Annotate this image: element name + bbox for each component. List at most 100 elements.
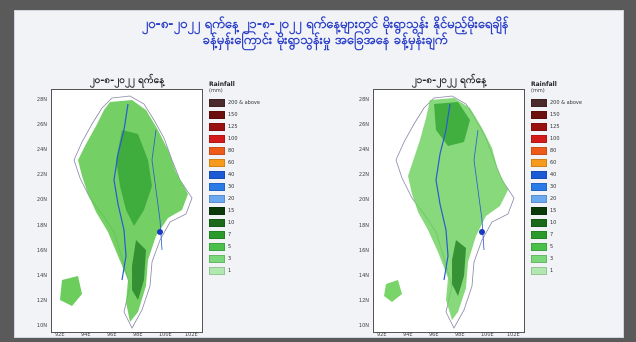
river-main [435,103,451,281]
legend-title: Rainfall [209,81,235,88]
x-tick-label: 92E [55,332,65,338]
y-tick-label: 24N [36,147,47,154]
x-tick-label: 96E [429,332,439,338]
legend-label: 15 [550,207,557,214]
legend-label: 40 [550,171,557,178]
legend-label: 15 [228,207,235,214]
country-outline [73,95,193,329]
legend-item: 1 [531,265,623,276]
legend-item: 60 [209,157,301,168]
rain-area-south [452,240,466,296]
x-tick-label: 98E [133,332,143,338]
slide: ၂၀-၈-၂၀၂၂ ရက်နေ့ ၂၁-၈-၂၀၂၂ ရက်နေ့များတွင… [14,10,624,338]
legend-item: 200 & above [209,97,301,108]
legend-label: 80 [228,147,235,154]
x-axis-ticks-day1: 92E 94E 96E 98E 100E 102E [51,332,201,338]
y-tick-label: 22N [36,172,47,179]
legend-label: 5 [550,243,554,250]
rain-area-south [132,240,146,300]
legend-label: 30 [550,183,557,190]
legend-item: 40 [531,169,623,180]
legend-swatch [531,122,547,131]
legend-swatch [531,194,547,203]
legend-label: 7 [228,231,232,238]
legend-label: 200 & above [228,99,260,106]
legend-swatch [531,242,547,251]
forecast-title: ၂၀-၈-၂၀၂၂ ရက်နေ့ ၂၁-၈-၂၀၂၂ ရက်နေ့များတွင… [141,17,509,48]
legend-item: 80 [531,145,623,156]
legend-label: 125 [228,123,238,130]
legend-item: 10 [531,217,623,228]
y-tick-label: 10N [36,323,47,329]
legend-item: 40 [209,169,301,180]
y-tick-label: 24N [358,147,369,154]
y-tick-label: 22N [358,172,369,179]
y-tick-label: 28N [358,97,369,103]
legend-item: 15 [209,205,301,216]
legend-swatch [531,170,547,179]
legend-label: 1 [228,267,232,274]
forecast-panel-day2: ၂၁-၈-၂၀၂၂ ရက်နေ့ 28N 26N 24N 22N 20N 18N 16N 14… [355,73,623,338]
y-tick-label: 26N [36,122,47,129]
x-tick-label: 96E [107,332,117,338]
legend-swatch [531,158,547,167]
panel-title-day1: ၂၀-၈-၂၀၂၂ ရက်နေ့ [89,75,165,86]
legend-label: 100 [228,135,238,142]
legend-item: 100 [209,133,301,144]
legend-swatch [209,170,225,179]
legend-swatch [209,134,225,143]
legend-swatch [531,146,547,155]
legend-swatch [531,98,547,107]
y-axis-ticks-day1: 28N 26N 24N 22N 20N 18N 16N 14N 12N 10N [33,89,49,331]
y-tick-label: 28N [36,97,47,103]
legend-label: 20 [228,195,235,202]
legend-label: 3 [550,255,554,262]
rainfall-legend-day2: Rainfall (mm) 200 & above 150 125 100 80 60 40… [531,81,623,277]
rainfall-legend-day1: Rainfall (mm) 200 & above 150 125 100 80 60 40… [209,81,301,277]
legend-swatch [531,218,547,227]
x-tick-label: 98E [455,332,465,338]
legend-swatch [209,230,225,239]
rain-area-main [408,98,508,320]
legend-title: Rainfall [531,81,557,88]
legend-swatch [531,206,547,215]
legend-swatch [209,182,225,191]
legend-swatch [531,230,547,239]
x-tick-label: 94E [81,332,91,338]
rainfall-map-day1 [51,89,203,333]
legend-item: 3 [209,253,301,264]
legend-item: 80 [209,145,301,156]
legend-swatch [531,254,547,263]
legend-swatch [209,266,225,275]
legend-label: 125 [550,123,560,130]
y-tick-label: 12N [358,297,369,304]
lake-inle [157,229,163,235]
legend-label: 150 [228,111,238,118]
legend-item: 60 [531,157,623,168]
y-tick-label: 18N [358,222,369,229]
rain-area-west-coast [384,280,402,302]
legend-items: 200 & above 150 125 100 80 60 40 30 20 15 10 7 5 3 1 [209,97,301,276]
y-tick-label: 14N [36,272,47,279]
y-tick-label: 12N [36,297,47,304]
legend-label: 1 [550,267,554,274]
legend-swatch [209,206,225,215]
legend-item: 150 [531,109,623,120]
legend-label: 200 & above [550,99,582,106]
x-tick-label: 100E [481,332,494,338]
legend-label: 3 [228,255,232,262]
legend-swatch [531,110,547,119]
legend-swatch [209,122,225,131]
legend-swatch [209,218,225,227]
legend-label: 10 [550,219,557,226]
rainfall-map-svg-day1 [60,95,193,329]
legend-label: 80 [550,147,557,154]
legend-label: 60 [228,159,235,166]
legend-label: 40 [228,171,235,178]
legend-swatch [209,110,225,119]
y-axis-ticks-day2: 28N 26N 24N 22N 20N 18N 16N 14N 12N 10N [355,89,371,331]
legend-item: 30 [209,181,301,192]
legend-items: 200 & above 150 125 100 80 60 40 30 20 15 10 7 5 3 1 [531,97,623,276]
legend-swatch [531,266,547,275]
legend-label: 30 [228,183,235,190]
